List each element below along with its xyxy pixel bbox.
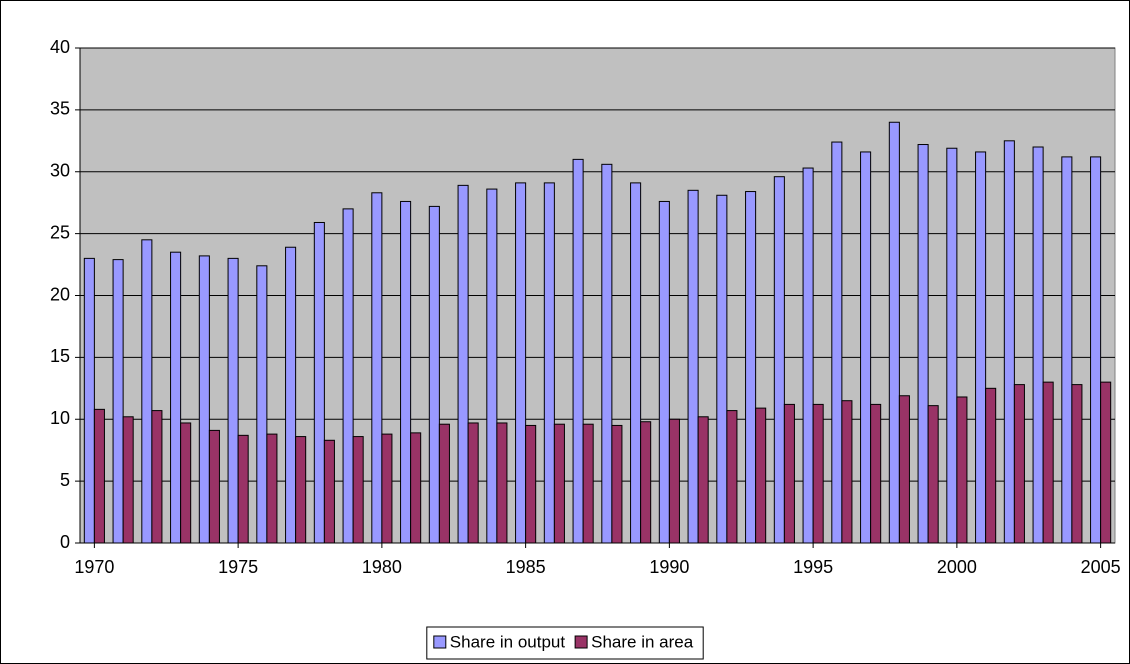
- bar: [726, 410, 738, 544]
- bar: [888, 121, 900, 544]
- bar: [572, 158, 584, 544]
- bar: [601, 163, 613, 544]
- x-tick-label: 1970: [74, 557, 114, 577]
- y-tick-label: 10: [50, 408, 70, 428]
- bar: [1003, 140, 1015, 544]
- bar: [227, 257, 239, 544]
- y-tick-label: 0: [60, 532, 70, 552]
- y-tick-label: 15: [50, 346, 70, 366]
- bar: [975, 151, 987, 544]
- x-tick-label: 1990: [649, 557, 689, 577]
- legend-box: [426, 626, 704, 660]
- bar: [1032, 146, 1044, 544]
- bar: [1090, 156, 1102, 544]
- y-tick-label: 25: [50, 222, 70, 242]
- bar: [898, 395, 910, 544]
- bar: [256, 265, 268, 544]
- bar: [668, 418, 680, 544]
- y-tick-label: 20: [50, 284, 70, 304]
- bar: [630, 182, 642, 544]
- bar: [313, 221, 325, 544]
- bar: [208, 429, 220, 544]
- legend-label: Share in area: [591, 632, 694, 651]
- y-tick-label: 5: [60, 470, 70, 490]
- x-tick-label: 1980: [362, 557, 402, 577]
- bar: [870, 403, 882, 544]
- legend: Share in output Share in area: [426, 626, 704, 660]
- bar: [1100, 381, 1112, 544]
- bar: [802, 167, 814, 544]
- bar: [831, 141, 843, 544]
- bar: [467, 422, 479, 544]
- bar: [1061, 156, 1073, 544]
- bar: [553, 423, 565, 544]
- x-tick-label: 1995: [793, 557, 833, 577]
- bar: [198, 255, 210, 544]
- bar: [83, 257, 95, 544]
- bar: [237, 434, 249, 544]
- bar: [773, 176, 785, 544]
- bar: [1071, 384, 1083, 544]
- bar: [381, 433, 393, 544]
- x-tick-label: 1975: [218, 557, 258, 577]
- bar: [956, 396, 968, 544]
- legend-swatch: [574, 635, 588, 649]
- bar: [985, 387, 997, 544]
- x-tick-label: 1985: [506, 557, 546, 577]
- bar: [170, 251, 182, 544]
- bar: [543, 182, 555, 544]
- bar: [716, 194, 728, 544]
- bar: [1042, 381, 1054, 544]
- bar: [457, 184, 469, 544]
- bar: [342, 208, 354, 544]
- bar: [841, 400, 853, 544]
- bar: [371, 192, 383, 544]
- bar: [946, 147, 958, 544]
- bar: [486, 188, 498, 544]
- y-tick-label: 40: [50, 37, 70, 57]
- bar: [112, 259, 124, 544]
- bar: [352, 436, 364, 544]
- bar: [180, 422, 192, 544]
- bar: [745, 191, 757, 544]
- x-tick-label: 2000: [937, 557, 977, 577]
- bar: [927, 405, 939, 544]
- bar: [151, 410, 163, 544]
- bar: [783, 403, 795, 544]
- bar: [428, 205, 440, 544]
- bar: [438, 423, 450, 544]
- bar: [640, 421, 652, 544]
- bar: [755, 407, 767, 544]
- bar: [1013, 384, 1025, 544]
- bar: [812, 403, 824, 544]
- bar: [400, 200, 412, 544]
- bar: [410, 432, 422, 544]
- bar: [515, 182, 527, 544]
- bar: [917, 144, 929, 544]
- bar: [860, 151, 872, 544]
- bar: [141, 239, 153, 544]
- bar: [323, 439, 335, 544]
- bar: [697, 416, 709, 544]
- y-tick-label: 35: [50, 99, 70, 119]
- bar: [687, 189, 699, 544]
- legend-swatch: [433, 635, 447, 649]
- bar: [93, 408, 105, 544]
- bar: [582, 423, 594, 544]
- y-tick-label: 30: [50, 161, 70, 181]
- bar: [525, 424, 537, 544]
- x-tick-label: 2005: [1081, 557, 1121, 577]
- bar: [285, 246, 297, 544]
- bar: [295, 436, 307, 544]
- bar: [658, 200, 670, 544]
- bar: [611, 424, 623, 544]
- bar: [496, 422, 508, 544]
- bar: [266, 433, 278, 544]
- bar: [122, 416, 134, 544]
- legend-label: Share in output: [450, 632, 566, 651]
